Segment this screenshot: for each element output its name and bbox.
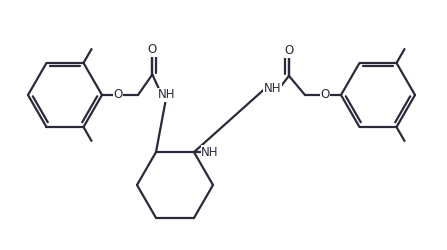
Text: O: O	[148, 43, 157, 56]
Text: O: O	[284, 44, 294, 57]
Text: NH: NH	[201, 146, 219, 158]
Text: NH: NH	[158, 88, 175, 102]
Text: O: O	[320, 88, 329, 102]
Text: O: O	[114, 88, 122, 102]
Text: NH: NH	[264, 82, 281, 95]
